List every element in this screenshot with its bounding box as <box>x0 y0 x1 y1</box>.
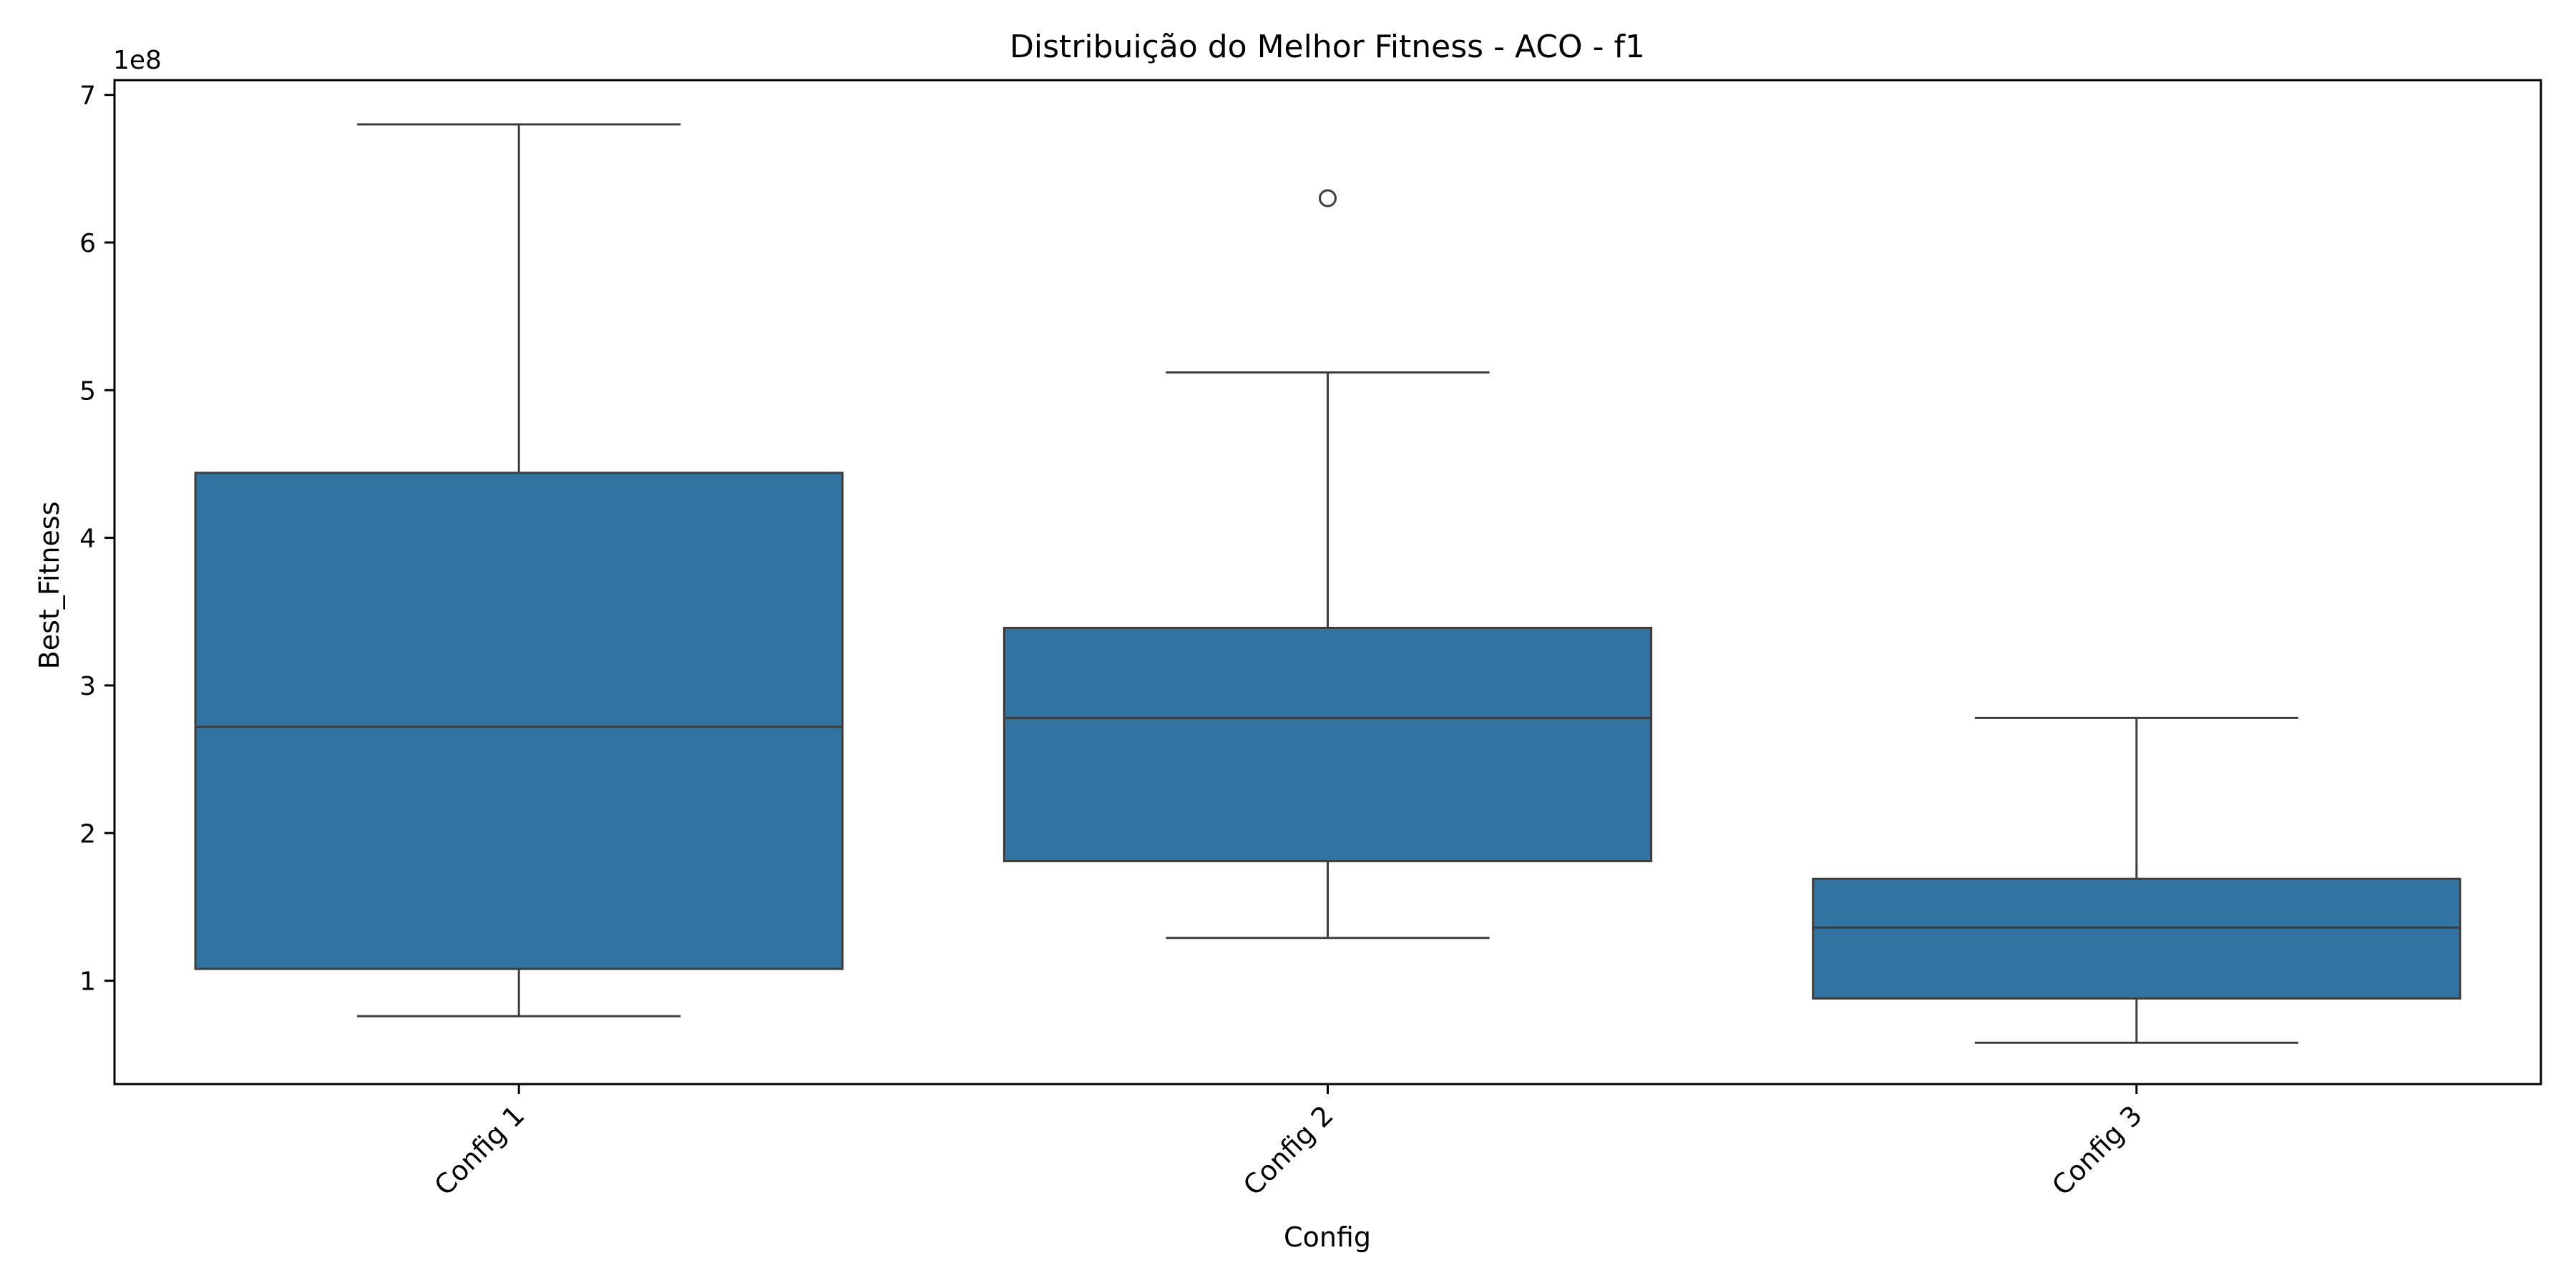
plot-frame <box>113 79 2542 1085</box>
box-group <box>1812 716 2462 1044</box>
box-iqr <box>1002 626 1653 862</box>
y-axis: 1 2 3 4 5 6 7 <box>79 82 114 997</box>
y-axis-label: Best_Fitness <box>34 502 65 670</box>
plot-area <box>194 123 2462 1044</box>
outlier-point <box>1319 189 1337 208</box>
y-tick-label: 4 <box>79 525 96 554</box>
y-tick-label: 5 <box>79 376 96 406</box>
x-tick-label: Config 3 <box>2046 1099 2148 1201</box>
box-iqr <box>1812 877 2462 1000</box>
y-tick-label: 1 <box>79 967 96 997</box>
y-tick-label: 7 <box>79 82 96 111</box>
chart-title: Distribuição do Melhor Fitness - ACO - f… <box>1010 29 1645 65</box>
y-tick-label: 2 <box>79 819 96 849</box>
y-tick-label: 3 <box>79 672 96 701</box>
x-axis: Config 1 Config 2 Config 3 <box>429 1084 2148 1201</box>
x-axis-label: Config <box>1284 1221 1371 1253</box>
box-group <box>1002 189 1653 940</box>
y-tick-label: 6 <box>79 229 96 258</box>
y-axis-offset-label: 1e8 <box>113 46 162 75</box>
x-tick-label: Config 1 <box>429 1099 531 1201</box>
x-tick-label: Config 2 <box>1237 1099 1340 1201</box>
box-group <box>194 123 844 1018</box>
box-iqr <box>194 472 844 970</box>
